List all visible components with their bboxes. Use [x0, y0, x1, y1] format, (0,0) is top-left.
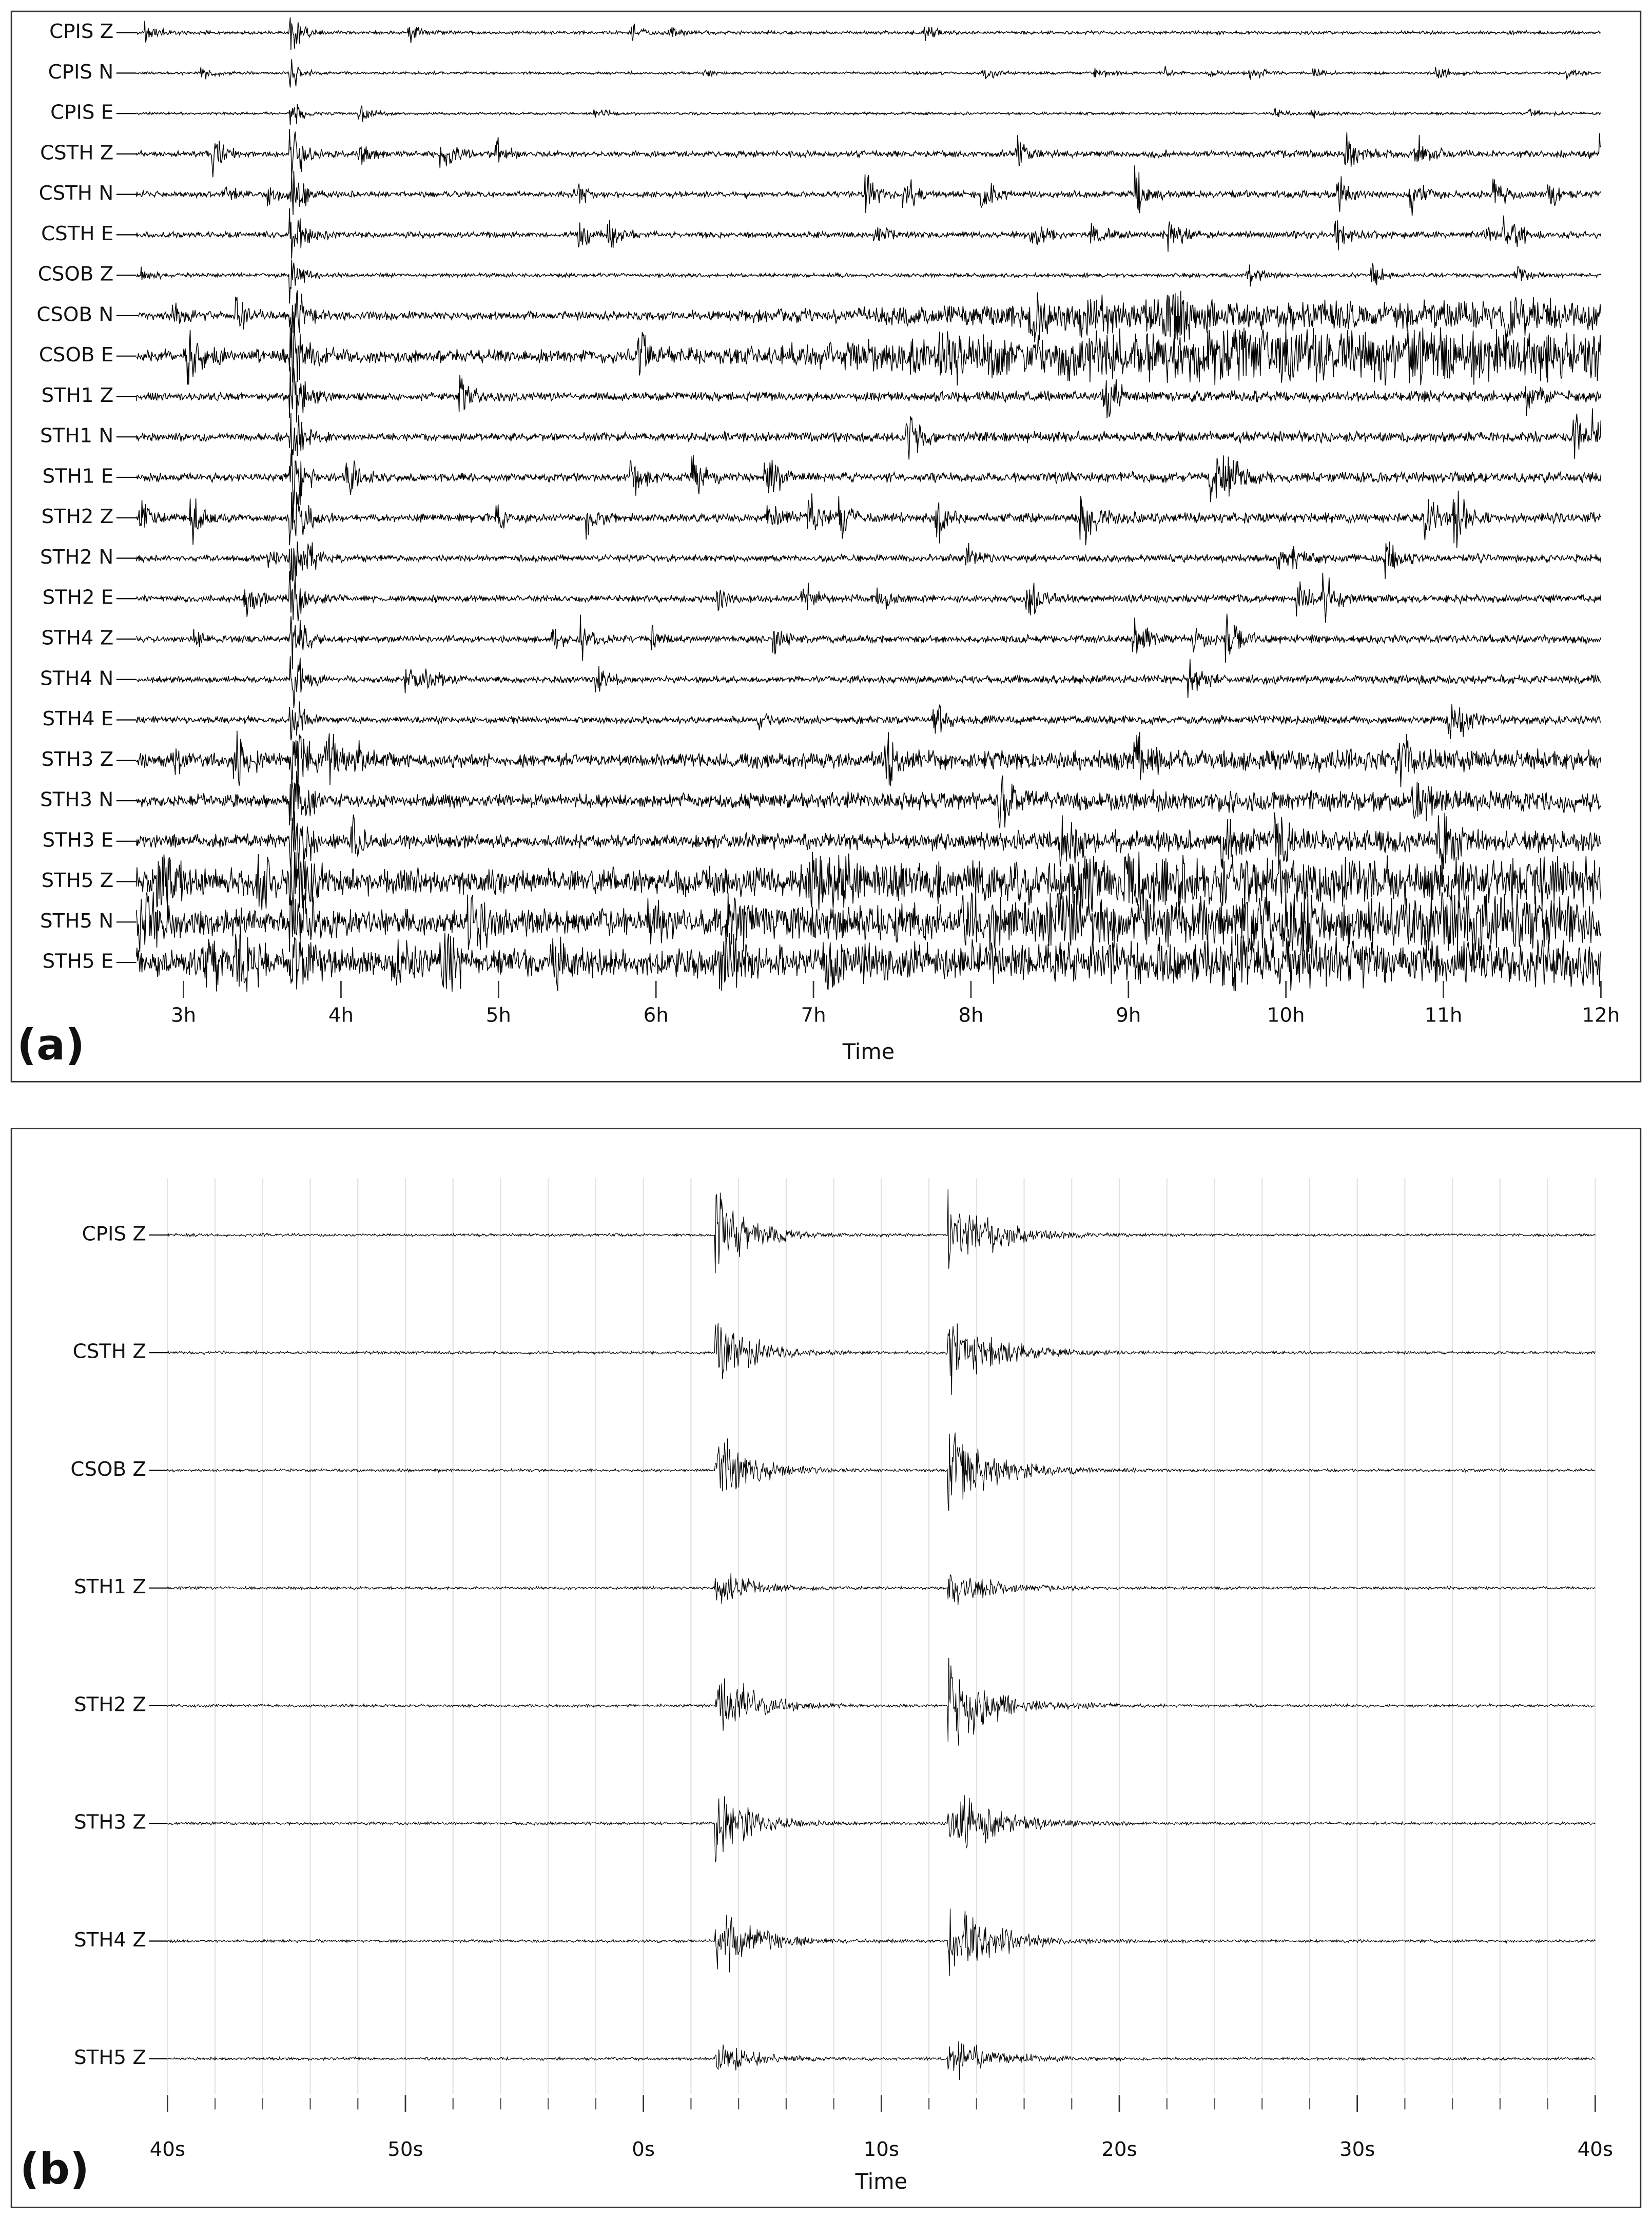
waveform — [135, 367, 1602, 423]
waveform — [167, 1573, 1596, 1605]
x-tick-label: 9h — [1116, 1004, 1141, 1027]
waveform — [136, 17, 1601, 50]
trace-label: STH3 Z — [74, 1811, 146, 1834]
trace-label: STH4 E — [43, 707, 114, 730]
waveform — [135, 129, 1602, 178]
trace-label: CPIS N — [48, 61, 114, 84]
panel-frame — [10, 10, 1642, 1083]
trace-label: STH1 Z — [74, 1575, 146, 1598]
waveform — [135, 770, 1602, 831]
trace-label: CPIS Z — [49, 20, 113, 43]
waveform — [135, 851, 1602, 912]
trace-label: STH1 Z — [41, 384, 113, 407]
trace-label: STH1 E — [43, 465, 114, 488]
panel-frame — [10, 1128, 1642, 2208]
trace-label: STH2 Z — [41, 505, 113, 528]
x-tick-label: 7h — [801, 1004, 826, 1027]
waveform — [167, 2041, 1596, 2080]
waveform — [135, 165, 1602, 216]
trace-label: STH5 Z — [74, 2046, 146, 2069]
waveform — [135, 450, 1602, 506]
waveform — [167, 1432, 1596, 1511]
x-tick-label: 3h — [171, 1004, 196, 1027]
x-tick-label: 50s — [387, 2138, 423, 2161]
trace-label: STH5 Z — [41, 869, 113, 892]
x-axis-label: Time — [855, 2169, 908, 2194]
waveform — [135, 571, 1602, 623]
trace-label: STH4 N — [40, 667, 113, 690]
trace-label: STH3 Z — [41, 748, 113, 771]
waveform — [167, 1323, 1596, 1395]
trace-label: CSTH E — [41, 222, 113, 245]
x-tick-label: 40s — [150, 2138, 185, 2161]
x-tick-label: 10h — [1267, 1004, 1305, 1027]
x-tick-label: 4h — [328, 1004, 354, 1027]
waveform — [136, 290, 1602, 342]
trace-label: CSTH Z — [40, 141, 113, 164]
waveform — [136, 104, 1601, 125]
trace-label: CPIS Z — [82, 1222, 146, 1245]
panel-label: (b) — [20, 2144, 89, 2194]
trace-label: STH4 Z — [74, 1928, 146, 1952]
waveform — [135, 891, 1602, 953]
waveform — [135, 811, 1602, 870]
x-tick-label: 11h — [1425, 1004, 1463, 1027]
waveform — [135, 730, 1602, 788]
trace-label: STH3 E — [43, 828, 114, 852]
waveform — [167, 1189, 1596, 1274]
trace-label: STH1 N — [40, 425, 113, 448]
trace-label: STH2 E — [43, 586, 114, 609]
x-tick-label: 0s — [632, 2138, 655, 2161]
x-tick-label: 20s — [1101, 2138, 1137, 2161]
panel-label: (a) — [17, 1020, 85, 1070]
waveform — [136, 259, 1602, 304]
trace-label: CSTH Z — [73, 1340, 146, 1363]
trace-label: CSOB Z — [70, 1458, 146, 1481]
x-axis-label: Time — [842, 1039, 895, 1064]
waveform — [135, 701, 1601, 741]
waveform — [167, 1657, 1596, 1746]
x-tick-label: 40s — [1578, 2138, 1613, 2161]
trace-label: STH5 E — [43, 950, 114, 973]
x-tick-label: 12h — [1582, 1004, 1620, 1027]
panel-b: 40s 50s 0s 10s 20s 30s 40s Time (b) CPIS Z CSTH Z C… — [20, 1178, 1613, 2194]
waveform — [136, 656, 1601, 708]
trace-label: CPIS E — [50, 101, 113, 124]
waveform — [135, 541, 1602, 582]
waveform — [136, 326, 1602, 385]
trace-label: CSOB N — [36, 303, 113, 326]
x-tick-label: 6h — [644, 1004, 669, 1027]
waveform — [135, 490, 1601, 548]
waveform — [167, 1795, 1596, 1862]
x-tick-label: 5h — [486, 1004, 511, 1027]
waveform — [135, 613, 1602, 669]
trace-label: CSTH N — [39, 182, 114, 205]
trace-label: STH4 Z — [41, 627, 113, 650]
trace-label: STH3 N — [40, 788, 113, 812]
trace-label: STH2 N — [40, 546, 113, 569]
x-tick-label: 30s — [1339, 2138, 1375, 2161]
trace-label: STH5 N — [40, 910, 113, 933]
trace-label: STH2 Z — [74, 1693, 146, 1716]
waveform — [136, 59, 1601, 88]
trace-label: CSOB Z — [38, 263, 113, 286]
x-tick-label: 8h — [958, 1004, 983, 1027]
waveform — [167, 1908, 1596, 1976]
waveform — [135, 408, 1602, 467]
trace-label: CSOB E — [39, 343, 113, 367]
waveform — [135, 208, 1602, 259]
panel-a: 3h 4h 5h 6h 7h 8h 9h 10h 11h 12h Time (a) CPIS Z CPIS… — [17, 17, 1620, 1070]
waveform — [135, 933, 1602, 992]
x-tick-label: 10s — [864, 2138, 899, 2161]
